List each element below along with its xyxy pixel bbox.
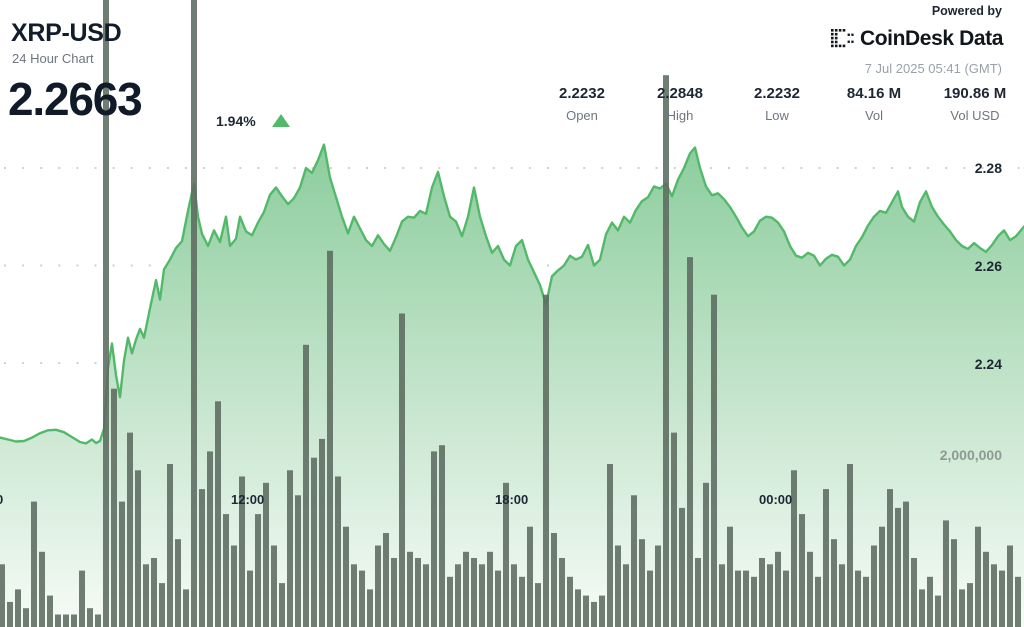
triangle-up-icon <box>272 114 290 127</box>
stat-low: 2.2232 Low <box>735 86 819 122</box>
stat-vol: 84.16 M Vol <box>830 86 918 122</box>
brand-name: CoinDesk Data <box>859 27 1003 50</box>
price-area-fill <box>0 144 1024 627</box>
page-title: XRP-USD <box>11 19 122 47</box>
stat-vol-usd: 190.86 M Vol USD <box>926 86 1024 122</box>
stat-high-value: 2.2848 <box>657 85 703 102</box>
stat-low-value: 2.2232 <box>754 85 800 102</box>
stat-low-label: Low <box>765 108 789 123</box>
brand-logo[interactable]: CoinDesk Data <box>830 27 1003 50</box>
timestamp: 7 Jul 2025 05:41 (GMT) <box>864 61 1002 76</box>
y-axis-label-1: 2.26 <box>974 258 1002 274</box>
stat-high-label: High <box>666 108 694 123</box>
powered-by-label: Powered by <box>931 4 1002 18</box>
current-price: 2.2663 <box>8 73 143 125</box>
y-axis-label-0: 2.28 <box>974 160 1002 176</box>
stat-vol-label: Vol <box>864 108 884 123</box>
change-percent: 1.94% <box>216 113 256 129</box>
coindesk-pixel-logo-icon <box>830 28 854 47</box>
x-axis-label-0: 0 <box>0 493 3 506</box>
x-axis-label-3: 00:00 <box>759 492 793 507</box>
stat-vol-usd-value: 190.86 M <box>943 85 1007 102</box>
stat-high: 2.2848 High <box>638 86 722 122</box>
stat-vol-usd-label: Vol USD <box>950 108 1000 123</box>
stat-open-value: 2.2232 <box>559 85 605 102</box>
chart-header: XRP-USD 24 Hour Chart 2.2663 1.94% 2.223… <box>0 0 1024 140</box>
stat-open-label: Open <box>566 108 598 123</box>
y-axis-label-2: 2.24 <box>974 356 1002 372</box>
stat-vol-value: 84.16 M <box>846 85 902 102</box>
x-axis-label-2: 18:00 <box>495 492 529 507</box>
volume-axis-label-0: 2,000,000 <box>939 447 1002 463</box>
stats-row: 2.2232 Open 2.2848 High 2.2232 Low 84.16… <box>540 86 1024 134</box>
chart-subtitle: 24 Hour Chart <box>12 51 94 66</box>
x-axis-label-1: 12:00 <box>231 492 265 507</box>
price-line <box>0 143 1024 445</box>
stat-open: 2.2232 Open <box>540 86 624 122</box>
